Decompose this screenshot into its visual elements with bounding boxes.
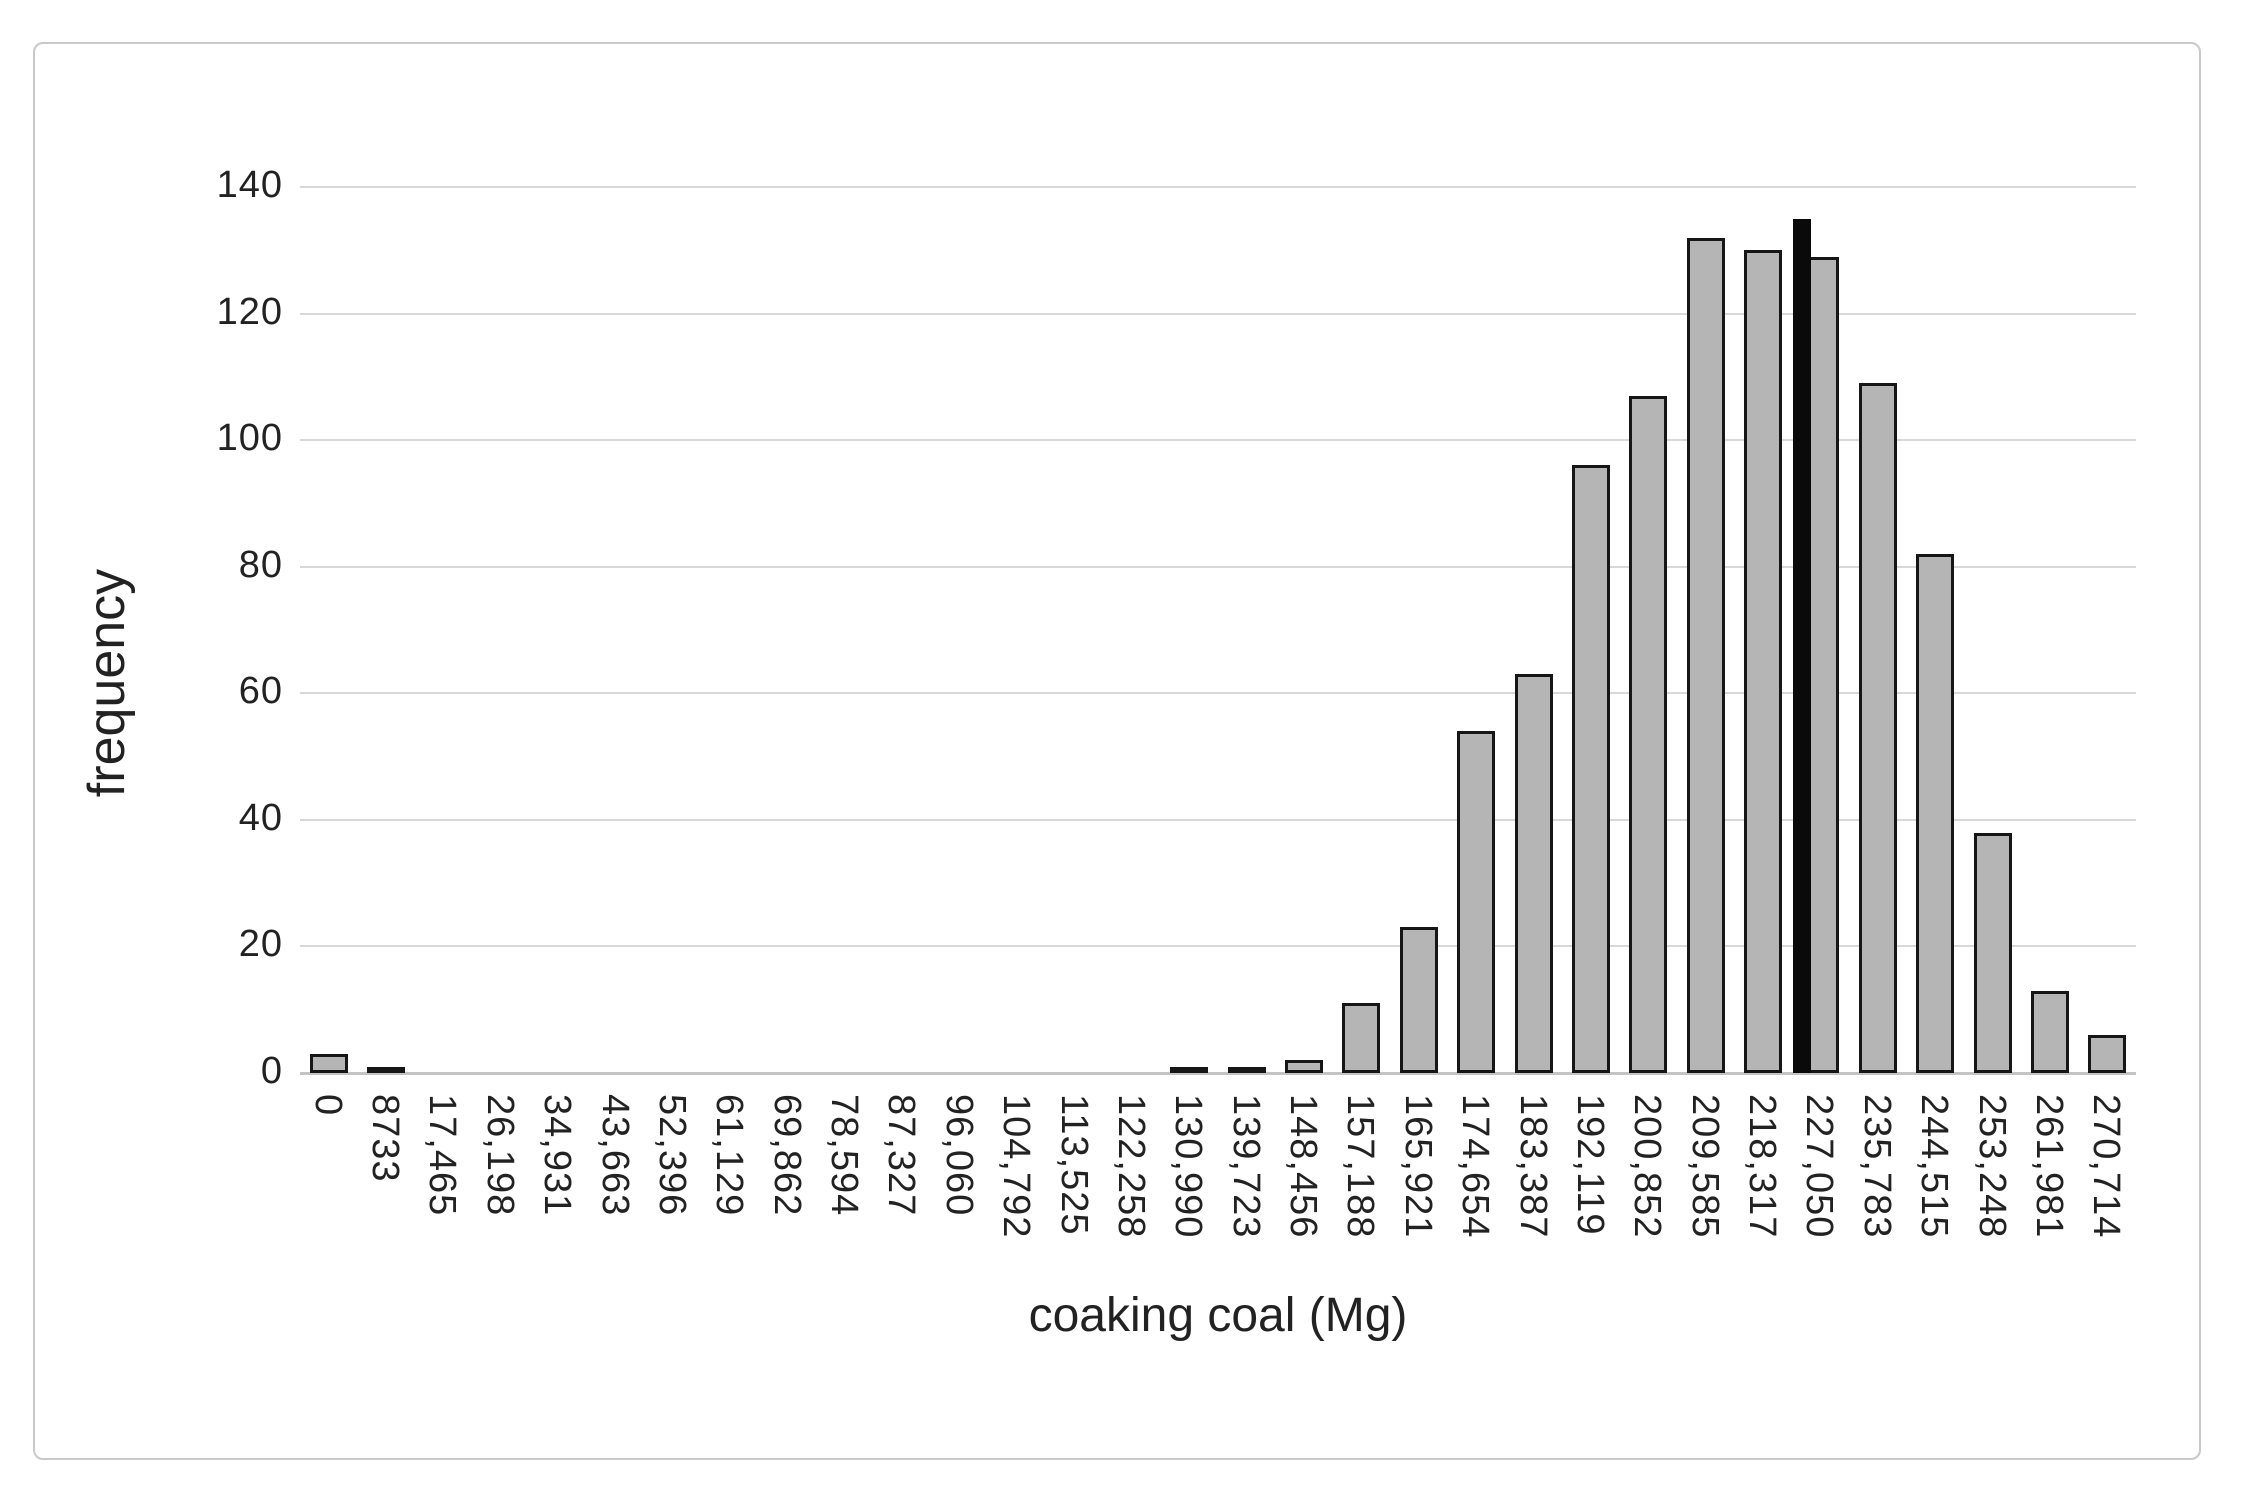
histogram-bar-261,981 [2031,991,2069,1073]
gridline-y-20 [300,945,2136,948]
x-tick-label-270,714: 270,714 [2085,1094,2127,1239]
x-tick-label-218,317: 218,317 [1741,1094,1783,1239]
x-tick-label-209,585: 209,585 [1684,1094,1726,1239]
gridline-y-60 [300,692,2136,695]
histogram-bar-0 [310,1054,348,1073]
x-tick-label-96,060: 96,060 [938,1094,980,1217]
histogram-bar-235,783 [1859,383,1897,1073]
histogram-bar-200,852 [1629,396,1667,1073]
histogram-bar-8733 [367,1067,405,1073]
histogram-bar-209,585 [1687,238,1725,1073]
gridline-y-40 [300,818,2136,821]
x-tick-label-148,456: 148,456 [1282,1094,1324,1239]
x-tick-label-130,990: 130,990 [1167,1094,1209,1239]
x-tick-label-244,515: 244,515 [1913,1094,1955,1239]
x-tick-label-157,188: 157,188 [1339,1094,1381,1239]
x-tick-label-165,921: 165,921 [1397,1094,1439,1239]
y-tick-label-0: 0 [260,1049,283,1092]
histogram-bar-165,921 [1400,927,1438,1073]
x-tick-label-183,387: 183,387 [1512,1094,1554,1239]
x-tick-label-261,981: 261,981 [2028,1094,2070,1239]
x-tick-label-87,327: 87,327 [880,1094,922,1217]
x-tick-label-200,852: 200,852 [1626,1094,1668,1239]
x-tick-label-253,248: 253,248 [1971,1094,2013,1239]
histogram-bar-253,248 [1974,833,2012,1073]
histogram-bar-192,119 [1572,465,1610,1073]
x-tick-label-61,129: 61,129 [708,1094,750,1217]
x-tick-label-139,723: 139,723 [1225,1094,1267,1239]
x-tick-label-174,654: 174,654 [1454,1094,1496,1239]
x-tick-label-192,119: 192,119 [1569,1094,1611,1236]
x-tick-label-17,465: 17,465 [421,1094,463,1217]
histogram-bar-148,456 [1285,1060,1323,1073]
x-tick-label-113,525: 113,525 [1053,1094,1095,1236]
x-axis-title: coaking coal (Mg) [1028,1289,1408,1342]
x-tick-label-235,783: 235,783 [1856,1094,1898,1239]
x-tick-label-227,050: 227,050 [1798,1094,1840,1239]
x-tick-label-0: 0 [307,1094,349,1117]
histogram-bar-270,714 [2088,1035,2126,1073]
y-tick-label-140: 140 [216,163,283,206]
histogram-bar-183,387 [1515,674,1553,1073]
gridline-y-140 [300,186,2136,188]
gridline-y-120 [300,312,2136,315]
marker-bar [1793,219,1811,1073]
histogram-bar-244,515 [1916,554,1954,1073]
histogram-bar-218,317 [1744,250,1782,1073]
x-tick-label-104,792: 104,792 [995,1094,1037,1239]
gridline-y-100 [300,439,2136,442]
gridline-y-80 [300,565,2136,568]
y-tick-label-60: 60 [238,670,283,713]
histogram-bar-174,654 [1457,731,1495,1073]
x-tick-label-26,198: 26,198 [479,1094,521,1217]
x-tick-label-78,594: 78,594 [823,1094,865,1217]
chart-outer-frame [33,42,2201,1460]
histogram-bar-139,723 [1228,1067,1266,1073]
x-axis-line [300,1072,2136,1075]
x-tick-label-52,396: 52,396 [651,1094,693,1217]
x-tick-label-43,663: 43,663 [594,1094,636,1217]
x-tick-label-8733: 8733 [364,1094,406,1183]
histogram-bar-157,188 [1342,1003,1380,1073]
x-tick-label-34,931: 34,931 [536,1094,578,1217]
x-tick-label-69,862: 69,862 [766,1094,808,1217]
y-axis-title: frequency [78,568,136,798]
y-tick-label-40: 40 [238,796,283,839]
x-tick-label-122,258: 122,258 [1110,1094,1152,1239]
y-tick-label-120: 120 [216,290,283,333]
y-tick-label-20: 20 [238,923,283,966]
plot-area [300,187,2136,1073]
y-tick-label-80: 80 [238,543,283,586]
y-tick-label-100: 100 [216,416,283,459]
histogram-bar-130,990 [1170,1067,1208,1073]
